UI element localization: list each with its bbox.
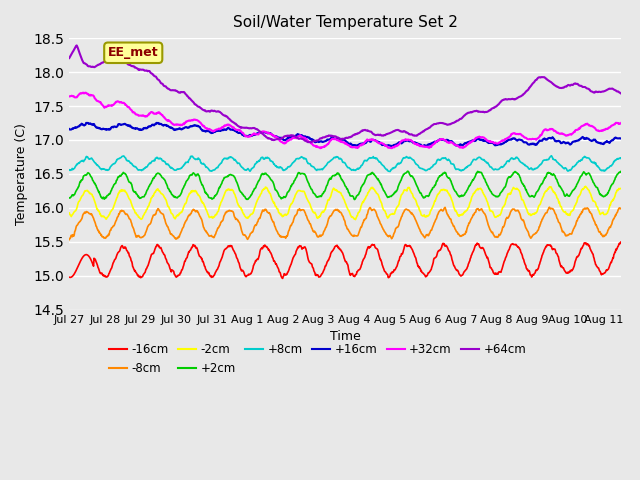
-2cm	[128, 201, 136, 207]
+2cm	[128, 181, 136, 187]
+64cm	[636, 93, 640, 98]
+64cm	[511, 96, 518, 102]
-8cm	[510, 206, 518, 212]
Line: +2cm: +2cm	[69, 171, 639, 200]
+8cm	[65, 167, 73, 173]
+8cm	[154, 156, 162, 161]
Line: -8cm: -8cm	[69, 207, 639, 240]
Legend: -16cm, -8cm, -2cm, +2cm, +8cm, +16cm, +32cm, +64cm: -16cm, -8cm, -2cm, +2cm, +8cm, +16cm, +3…	[104, 339, 531, 380]
Title: Soil/Water Temperature Set 2: Soil/Water Temperature Set 2	[233, 15, 458, 30]
+64cm	[413, 133, 420, 139]
+2cm	[636, 193, 640, 199]
+16cm	[636, 141, 640, 146]
-8cm	[570, 225, 578, 231]
+64cm	[307, 140, 315, 145]
-8cm	[570, 226, 578, 231]
+2cm	[351, 197, 358, 203]
+2cm	[571, 185, 579, 191]
+8cm	[548, 153, 556, 159]
Y-axis label: Temperature (C): Temperature (C)	[15, 123, 28, 225]
+32cm	[129, 108, 136, 114]
X-axis label: Time: Time	[330, 330, 361, 343]
-2cm	[154, 186, 162, 192]
+2cm	[570, 187, 578, 192]
+32cm	[79, 90, 87, 96]
Line: +64cm: +64cm	[69, 46, 639, 143]
-8cm	[154, 206, 162, 212]
Line: -16cm: -16cm	[69, 242, 639, 278]
+32cm	[511, 131, 518, 136]
-2cm	[413, 199, 420, 205]
+8cm	[387, 168, 394, 174]
-2cm	[570, 204, 578, 210]
+8cm	[511, 156, 518, 162]
Line: +8cm: +8cm	[69, 156, 639, 171]
Text: EE_met: EE_met	[108, 46, 159, 59]
+32cm	[155, 110, 163, 116]
-8cm	[128, 220, 136, 226]
+64cm	[65, 55, 73, 61]
+8cm	[128, 161, 136, 167]
+64cm	[571, 81, 579, 86]
+2cm	[65, 195, 73, 201]
+16cm	[153, 120, 161, 126]
-2cm	[65, 210, 73, 216]
+2cm	[154, 170, 162, 176]
+16cm	[413, 141, 420, 146]
-16cm	[570, 264, 578, 270]
-16cm	[636, 275, 640, 281]
+32cm	[570, 129, 578, 134]
+16cm	[128, 124, 136, 130]
+16cm	[511, 136, 518, 142]
+8cm	[570, 164, 578, 169]
+8cm	[413, 161, 420, 167]
+8cm	[636, 167, 640, 173]
-16cm	[511, 241, 518, 247]
+32cm	[413, 142, 420, 147]
+32cm	[65, 94, 73, 99]
-16cm	[154, 242, 162, 248]
-8cm	[65, 237, 73, 242]
-16cm	[279, 276, 287, 281]
+2cm	[511, 169, 518, 175]
+16cm	[570, 139, 578, 144]
+32cm	[316, 145, 324, 151]
+32cm	[636, 125, 640, 131]
+16cm	[571, 139, 579, 144]
+64cm	[73, 43, 81, 48]
+64cm	[129, 63, 136, 69]
+64cm	[570, 81, 578, 86]
Line: -2cm: -2cm	[69, 186, 639, 220]
+2cm	[413, 183, 420, 189]
+32cm	[571, 129, 579, 135]
-2cm	[511, 185, 518, 191]
+64cm	[155, 77, 163, 83]
+2cm	[404, 168, 412, 174]
-2cm	[351, 217, 359, 223]
-2cm	[570, 206, 578, 212]
+16cm	[65, 126, 73, 132]
+16cm	[387, 144, 395, 149]
Line: +32cm: +32cm	[69, 93, 639, 148]
-16cm	[413, 258, 420, 264]
-2cm	[636, 213, 640, 219]
-8cm	[636, 233, 640, 239]
-16cm	[128, 258, 136, 264]
-8cm	[546, 204, 554, 210]
-16cm	[65, 275, 73, 280]
-16cm	[570, 263, 578, 269]
-2cm	[582, 183, 589, 189]
Line: +16cm: +16cm	[69, 123, 639, 146]
-16cm	[617, 239, 625, 245]
-8cm	[412, 217, 420, 223]
+16cm	[155, 120, 163, 126]
+8cm	[571, 163, 579, 168]
